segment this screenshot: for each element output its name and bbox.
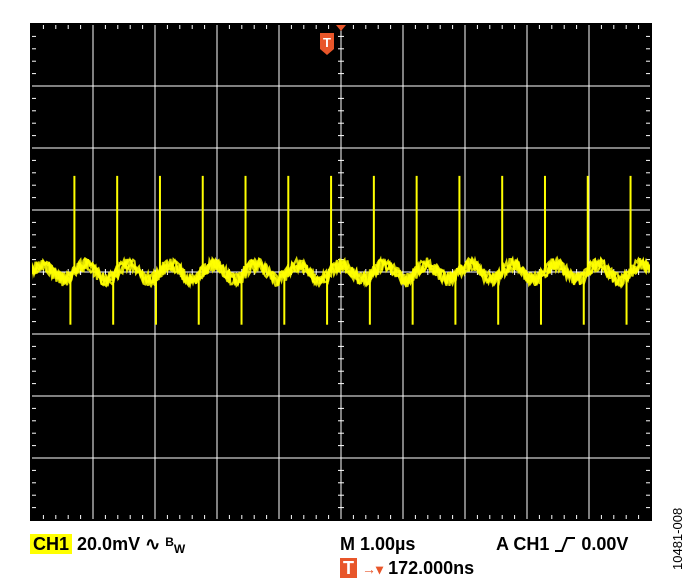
trigger-marker-label: T bbox=[323, 35, 331, 50]
figure-id: 10481-008 bbox=[670, 507, 685, 570]
ac-coupling-icon: ∿ bbox=[145, 534, 161, 554]
trigger-offset-readout: T →▾ 172.000ns bbox=[340, 558, 474, 579]
trigger-offset-value: 172.000ns bbox=[388, 558, 475, 578]
trigger-position-marker: T bbox=[320, 25, 346, 55]
channel-scale-readout: CH1 20.0mV ∿ BW bbox=[30, 534, 185, 556]
channel-scale: 20.0mV bbox=[77, 534, 141, 554]
trace-baseline bbox=[29, 255, 652, 290]
ch1-trace bbox=[29, 175, 652, 325]
trigger-offset-badge: T bbox=[340, 558, 357, 578]
trigger-level: 0.00V bbox=[581, 534, 629, 554]
oscilloscope-display: T bbox=[29, 23, 652, 521]
channel-badge: CH1 bbox=[30, 534, 73, 554]
trigger-source: A CH1 bbox=[496, 534, 550, 554]
rising-edge-icon bbox=[554, 534, 581, 554]
timebase-readout: M 1.00µs bbox=[340, 534, 416, 554]
bandwidth-limit-w: W bbox=[173, 542, 186, 556]
arrow-right-down-icon: →▾ bbox=[362, 561, 384, 577]
bandwidth-limit-b: B bbox=[165, 535, 174, 549]
screen-border bbox=[30, 23, 652, 521]
trigger-readout: A CH1 0.00V bbox=[496, 534, 628, 555]
